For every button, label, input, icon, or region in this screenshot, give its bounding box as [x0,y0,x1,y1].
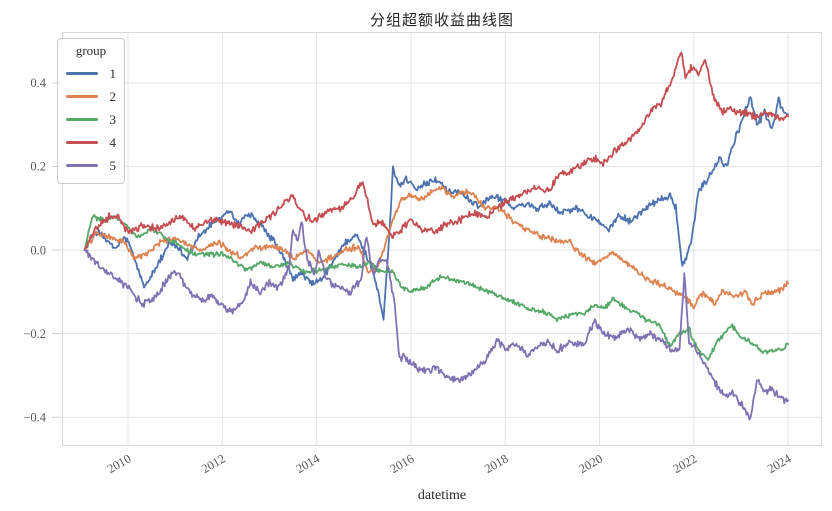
y-tick-label: −0.4 [23,410,46,424]
legend-item-label: 5 [109,157,117,173]
legend-line-swatch [66,95,98,98]
y-tick-label: 0.0 [30,243,46,257]
legend-item: 2 [66,85,116,108]
legend-item: 4 [66,131,116,154]
legend-line-swatch [66,72,98,75]
y-tick-label: 0.2 [30,160,46,174]
series-line-1 [83,96,789,321]
series-line-2 [83,185,789,310]
y-tick-label: 0.4 [30,76,46,90]
y-axis-ticks: 0.4 0.2 0.0 −0.2 −0.4 [23,76,61,424]
legend-item-label: 4 [109,134,117,150]
axes-spine [62,32,822,446]
x-tick-label: 2022 [671,451,700,476]
y-tick-label: −0.2 [23,327,46,341]
legend-title: group [75,43,107,58]
x-tick-label: 2020 [576,451,605,476]
x-tick-label: 2024 [765,451,794,476]
legend-line-swatch [66,118,98,121]
legend-items: 1 2 3 4 5 [66,62,116,177]
legend-line-swatch [66,164,98,167]
series-line-5 [83,221,789,421]
grid [62,32,822,446]
legend-item: 3 [66,108,116,131]
legend-item: 1 [66,62,116,85]
x-tick-label: 2010 [105,451,134,476]
chart-title: 分组超额收益曲线图 [369,13,514,29]
legend-item-label: 3 [109,111,117,127]
legend: group 1 2 3 4 5 [57,38,125,184]
series-line-4 [83,51,789,251]
x-tick-label: 2016 [388,451,417,476]
series-lines [83,51,789,421]
legend-item: 5 [66,154,116,177]
x-tick-label: 2012 [199,451,228,476]
legend-item-label: 2 [109,88,117,104]
series-line-3 [83,214,789,361]
x-axis-label: datetime [417,488,467,503]
x-tick-label: 2014 [293,451,322,476]
x-axis-ticks: 2010 2012 2014 2016 2018 2020 2022 2024 [105,451,794,476]
x-tick-label: 2018 [482,451,511,476]
legend-line-swatch [66,141,98,144]
legend-item-label: 1 [109,65,117,81]
